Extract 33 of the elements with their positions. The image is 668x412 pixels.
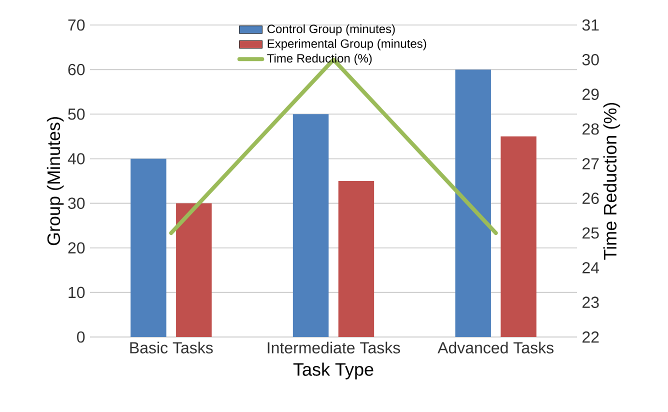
- legend-label: Time Reduction (%): [267, 54, 372, 65]
- bar: [455, 70, 491, 337]
- y2-tick-label: 28: [582, 123, 599, 135]
- y2-axis-title: Time Reduction (%): [603, 102, 620, 260]
- y-tick-label: 30: [68, 198, 85, 209]
- bar: [292, 114, 329, 337]
- y2-tick-label: 24: [582, 262, 600, 274]
- y-tick-label: 40: [68, 153, 85, 164]
- bar: [500, 136, 536, 337]
- x-tick-label: Intermediate Tasks: [268, 342, 400, 354]
- y2-tick-label: 27: [582, 158, 599, 170]
- x-axis-title: Task Type: [293, 362, 374, 380]
- x-tick-label: Basic Tasks: [130, 342, 213, 354]
- y-tick-label: 70: [68, 19, 85, 31]
- y2-tick-label: 26: [582, 192, 599, 204]
- y2-tick-label: 29: [582, 88, 599, 100]
- y-tick-label: 20: [68, 242, 85, 254]
- y-tick-label: 10: [68, 286, 85, 298]
- bar: [130, 158, 166, 337]
- legend-label: Control Group (minutes): [267, 24, 395, 36]
- y-tick-label: 0: [77, 331, 85, 343]
- x-tick-label: Advanced Tasks: [438, 342, 554, 354]
- y2-tick-label: 31: [582, 19, 599, 31]
- bar: [176, 203, 212, 337]
- y2-tick-label: 23: [582, 296, 599, 308]
- y-tick-label: 60: [68, 64, 85, 76]
- y2-tick-label: 22: [582, 331, 599, 343]
- bar: [338, 181, 374, 337]
- legend-label: Experimental Group (minutes): [268, 39, 426, 50]
- y-tick-label: 50: [68, 108, 85, 120]
- y-axis-title: Group (Minutes): [46, 117, 64, 246]
- y2-tick-label: 25: [582, 227, 599, 239]
- y2-tick-label: 30: [582, 54, 599, 66]
